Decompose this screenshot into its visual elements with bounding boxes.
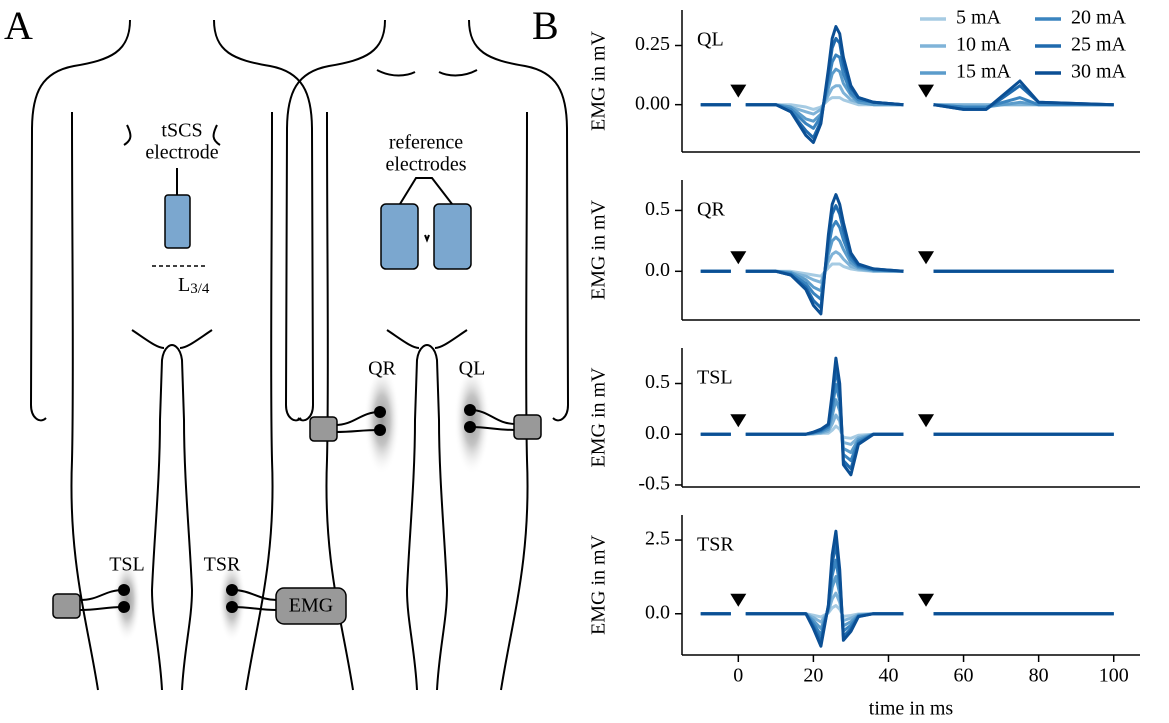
y-axis-label: EMG in mV [588, 30, 610, 131]
x-tick-label: 60 [954, 665, 974, 687]
reference-electrode [380, 203, 419, 270]
y-tick-label: 0.0 [645, 422, 670, 444]
emg-trace [700, 591, 1114, 624]
y-tick-label: -0.5 [638, 473, 670, 495]
y-tick-label: 0.00 [635, 92, 670, 114]
stimulus-marker [730, 414, 747, 428]
emg-trace [700, 356, 1114, 477]
x-axis-label: time in ms [869, 698, 954, 720]
emg-trace [700, 383, 1114, 463]
x-tick-label: 80 [1029, 665, 1049, 687]
chart-label: QR [697, 199, 725, 221]
y-tick-label: 0.0 [645, 601, 670, 623]
y-tick-label: 0.5 [645, 198, 670, 220]
emg-trace [700, 424, 1114, 440]
emg-trace [700, 250, 1114, 284]
stimulus-marker [730, 593, 747, 607]
y-axis-label: EMG in mV [588, 534, 610, 635]
y-tick-label: 0.25 [635, 33, 670, 55]
emg-trace [700, 575, 1114, 630]
tscs-electrode [164, 194, 191, 249]
amplifier-label: EMG [289, 595, 333, 617]
level-sub: 3/4 [190, 281, 210, 297]
panel-a: A tSCS electrode L3/4 reference electrod… [4, 3, 569, 691]
legend-label: 15 mA [956, 61, 1012, 83]
y-tick-label: 0.5 [645, 371, 670, 393]
emg-trace [700, 219, 1114, 301]
reference-electrode [433, 203, 472, 270]
stimulus-marker [918, 593, 935, 607]
legend-label: 25 mA [1071, 34, 1127, 56]
body-front [285, 19, 569, 691]
x-tick-label: 40 [878, 665, 898, 687]
muscle-area [364, 365, 400, 475]
legend-label: 10 mA [956, 34, 1012, 56]
stimulus-marker [730, 251, 747, 265]
emg-trace [700, 398, 1114, 454]
muscle-label: TSL [109, 554, 145, 576]
level-letter: L [178, 274, 190, 296]
emg-trace [700, 53, 1114, 130]
tscs-label: electrode [145, 142, 218, 164]
reference-label: reference [389, 132, 463, 154]
emg-amplifier [275, 587, 347, 625]
emg-trace [700, 193, 1114, 316]
emg-trace [700, 235, 1114, 293]
emg-trace [700, 36, 1114, 140]
emg-trace [700, 558, 1114, 637]
chart-label: QL [697, 29, 724, 51]
emg-trace [700, 67, 1114, 123]
legend-label: 30 mA [1071, 61, 1127, 83]
muscle-area [454, 365, 490, 475]
muscle-label: QL [459, 358, 486, 380]
reference-label: electrodes [385, 154, 466, 176]
body-back [30, 19, 314, 691]
emg-trace [700, 542, 1114, 643]
y-tick-label: 0.0 [645, 259, 670, 281]
x-tick-label: 100 [1099, 665, 1129, 687]
legend-label: 20 mA [1071, 7, 1127, 29]
y-axis-label: EMG in mV [588, 199, 610, 300]
y-tick-label: 2.5 [645, 528, 670, 550]
muscle-label: TSR [204, 554, 241, 576]
stimulus-marker [730, 84, 747, 98]
muscle-area [113, 558, 141, 642]
emg-trace [700, 413, 1114, 446]
panel-label: A [4, 3, 33, 48]
emg-trace [700, 25, 1114, 144]
chart-label: TSR [697, 534, 734, 556]
x-tick-label: 0 [733, 665, 743, 687]
muscle-label: QR [368, 358, 396, 380]
stimulus-marker [918, 251, 935, 265]
emg-trace [700, 367, 1114, 471]
stimulus-marker [918, 414, 935, 428]
emg-trace [700, 604, 1114, 619]
chart-label: TSL [697, 367, 733, 389]
level-label: L3/4 [178, 274, 210, 298]
legend-label: 5 mA [956, 7, 1002, 29]
stimulus-marker [918, 84, 935, 98]
emg-trace [700, 204, 1114, 310]
muscle-area [218, 558, 246, 642]
emg-trace [700, 84, 1114, 116]
x-tick-label: 20 [803, 665, 823, 687]
y-axis-label: EMG in mV [588, 367, 610, 468]
tscs-label: tSCS [161, 120, 202, 142]
emg-trace [700, 529, 1114, 648]
panel-label: B [532, 3, 559, 48]
